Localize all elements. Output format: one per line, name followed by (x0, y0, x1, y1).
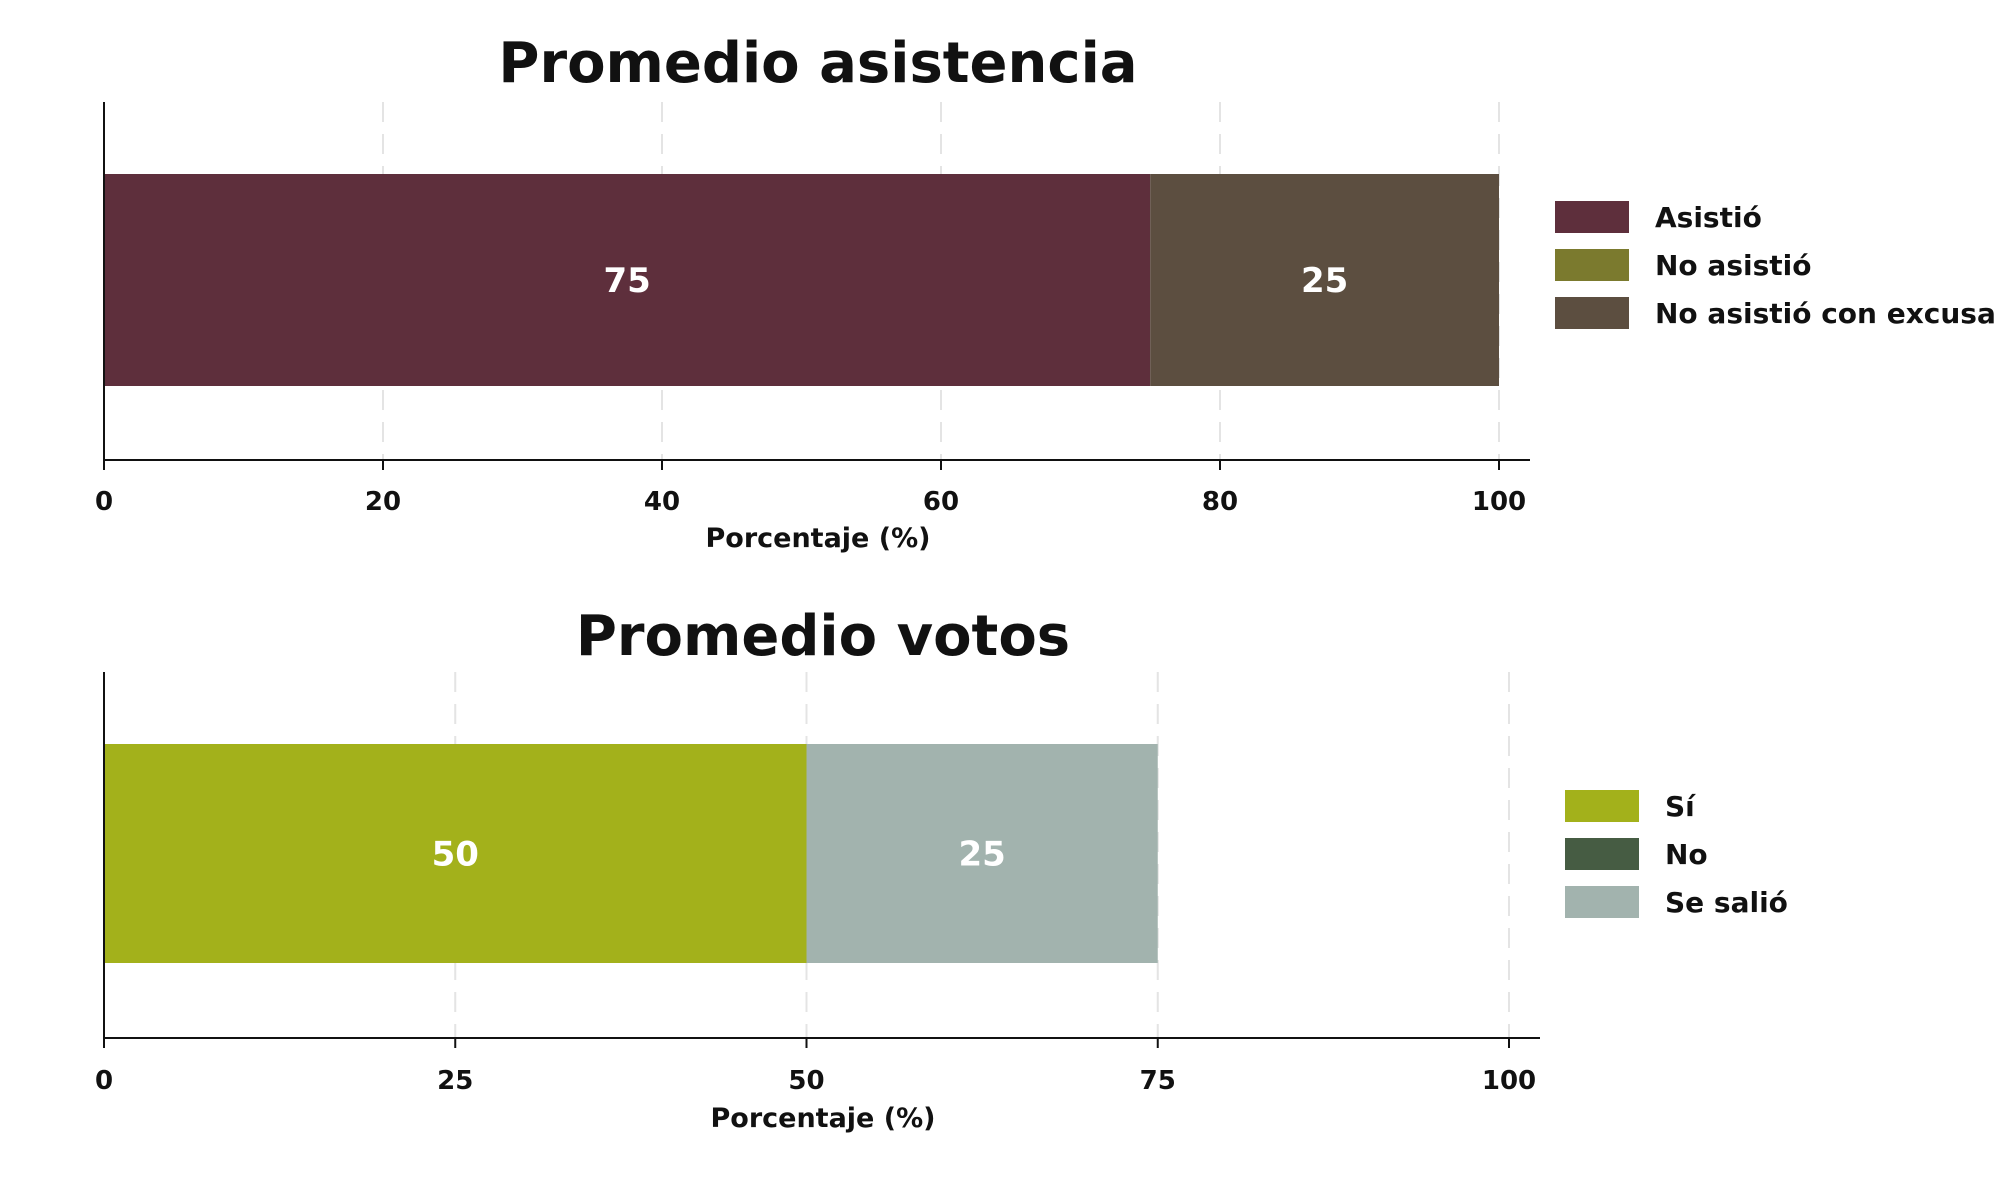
votes-chart: Promedio votos 50 25 0 25 50 75 100 Sí No Se sa… (95, 604, 1788, 1134)
x-tick-label: 50 (788, 1066, 824, 1096)
bar-value-label: 25 (958, 835, 1005, 875)
legend-swatch (1555, 249, 1629, 281)
bar-segment (1150, 174, 1499, 386)
x-tick-label: 20 (365, 487, 401, 517)
x-axis-label: Porcentaje (%) (705, 523, 930, 554)
x-axis-label: Porcentaje (%) (710, 1103, 935, 1134)
x-tick-label: 60 (923, 487, 959, 517)
legend-swatch (1555, 201, 1629, 233)
x-tick-label: 0 (95, 1066, 113, 1096)
attendance-chart: Promedio asistencia 75 25 0 20 40 60 80 100 As… (95, 31, 1996, 554)
x-tick-label: 100 (1472, 487, 1526, 517)
legend-swatch (1565, 838, 1639, 870)
x-tick-label: 0 (95, 487, 113, 517)
bar-value-label: 75 (603, 261, 650, 301)
x-tick-label: 40 (644, 487, 680, 517)
legend-label: Se salió (1665, 886, 1788, 919)
bar-segment (104, 744, 807, 963)
bar-segment (104, 174, 1151, 386)
x-tick-label: 80 (1202, 487, 1238, 517)
chart-title: Promedio asistencia (498, 31, 1137, 96)
bar-value-label: 50 (432, 835, 479, 875)
legend-swatch (1565, 790, 1639, 822)
legend-label: No asistió con excusa (1655, 297, 1996, 330)
legend-swatch (1555, 297, 1629, 329)
legend-label: No asistió (1655, 249, 1811, 282)
bar-segment (806, 744, 1158, 963)
legend-label: Sí (1665, 790, 1696, 823)
x-tick-label: 25 (437, 1066, 473, 1096)
x-tick-label: 100 (1482, 1066, 1536, 1096)
legend-swatch (1565, 886, 1639, 918)
bar-value-label: 25 (1301, 261, 1348, 301)
legend-label: Asistió (1655, 201, 1762, 234)
x-tick-label: 75 (1140, 1066, 1176, 1096)
chart-title: Promedio votos (576, 604, 1070, 669)
legend-label: No (1665, 838, 1708, 871)
